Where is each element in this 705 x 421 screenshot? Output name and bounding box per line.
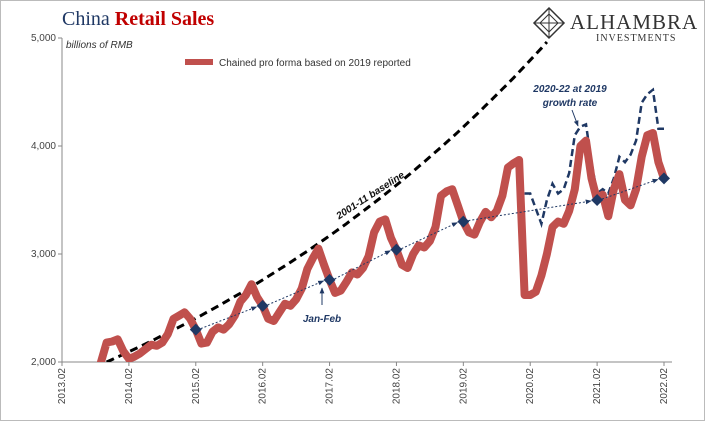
trend-arrow [468,199,592,222]
x-tick-label: 2022.02 [659,368,670,405]
feb-marker [457,215,470,228]
feb-marker [390,243,403,256]
chart-title-highlight: Retail Sales [115,8,215,30]
y-tick-label: 2,000 [31,357,56,368]
feb-marker [323,273,336,286]
trend-arrow [200,306,258,330]
x-tick-label: 2021.02 [592,368,603,405]
baseline-line [105,41,549,362]
annotation: growth rate [542,98,598,109]
logo-name: ALHAMBRA [570,10,698,34]
y-tick-label: 3,000 [31,249,56,260]
annotation-arrow [571,109,579,127]
legend-label: Chained pro forma based on 2019 reported [219,58,411,69]
x-tick-label: 2017.02 [325,368,336,405]
logo: ALHAMBRA INVESTMENTS [532,6,698,44]
feb-marker [189,323,202,336]
x-tick-label: 2019.02 [458,368,469,405]
trend-arrow [601,178,659,200]
plot-area [97,41,670,362]
x-tick-label: 2020.02 [525,368,536,405]
trend-arrow [334,250,391,280]
x-tick-label: 2018.02 [391,368,402,405]
x-tick-label: 2015.02 [191,368,202,405]
logo-icon-detail [534,8,564,38]
y-tick-label: 5,000 [31,33,56,44]
x-tick-label: 2014.02 [124,368,135,405]
x-tick-label: 2016.02 [258,368,269,405]
chart-title: China [62,8,110,30]
annotation: Jan-Feb [303,314,341,325]
logo-tagline: INVESTMENTS [596,33,676,44]
y-tick-label: 4,000 [31,141,56,152]
subtitle: billions of RMB [66,40,133,51]
feb-marker [591,194,604,206]
feb-marker [256,299,269,312]
x-tick-label: 2013.02 [57,368,68,405]
feb-marker [658,172,670,185]
annotation: 2020-22 at 2019 [532,84,607,95]
